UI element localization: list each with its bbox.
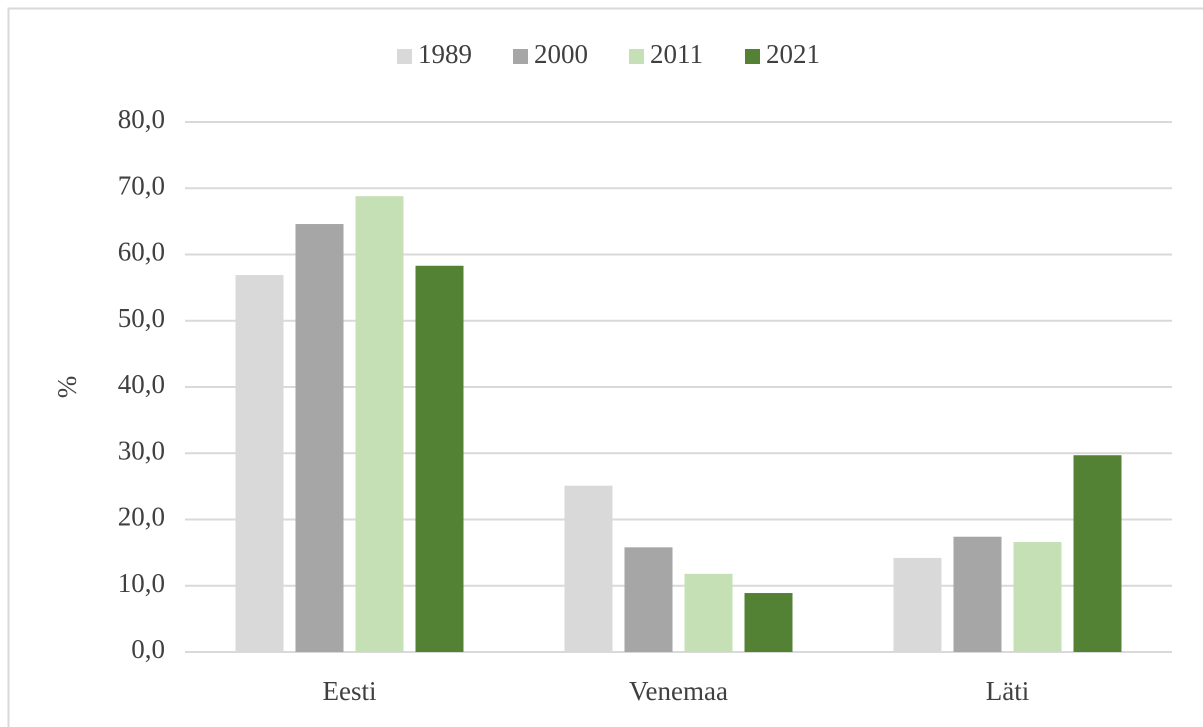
y-tick-label: 20,0 xyxy=(118,502,165,532)
y-tick-label: 0,0 xyxy=(131,634,165,664)
legend-label: 2000 xyxy=(534,39,588,69)
bar xyxy=(355,196,404,652)
x-tick-label: Läti xyxy=(986,676,1029,706)
legend-swatch xyxy=(513,49,528,64)
bar xyxy=(295,224,344,652)
legend-label: 2011 xyxy=(650,39,703,69)
x-tick-label: Venemaa xyxy=(629,676,728,706)
legend-swatch xyxy=(397,49,412,64)
bar xyxy=(893,557,942,652)
y-tick-label: 70,0 xyxy=(118,170,165,200)
y-tick-label: 40,0 xyxy=(118,369,165,399)
legend-swatch xyxy=(629,49,644,64)
bar xyxy=(1013,542,1062,652)
legend-label: 2021 xyxy=(766,39,820,69)
bar xyxy=(953,536,1002,652)
y-tick-label: 10,0 xyxy=(118,568,165,598)
legend-swatch xyxy=(745,49,760,64)
bar xyxy=(744,593,793,652)
x-tick-label: Eesti xyxy=(323,676,377,706)
bar xyxy=(1073,455,1122,652)
y-tick-label: 60,0 xyxy=(118,237,165,267)
legend-label: 1989 xyxy=(418,39,472,69)
y-axis-label: % xyxy=(52,376,82,399)
bar xyxy=(684,573,733,652)
y-tick-label: 80,0 xyxy=(118,104,165,134)
bar xyxy=(235,275,284,652)
y-tick-label: 50,0 xyxy=(118,303,165,333)
bar xyxy=(415,265,464,652)
bar xyxy=(624,547,673,652)
y-tick-label: 30,0 xyxy=(118,435,165,465)
bar xyxy=(564,485,613,652)
